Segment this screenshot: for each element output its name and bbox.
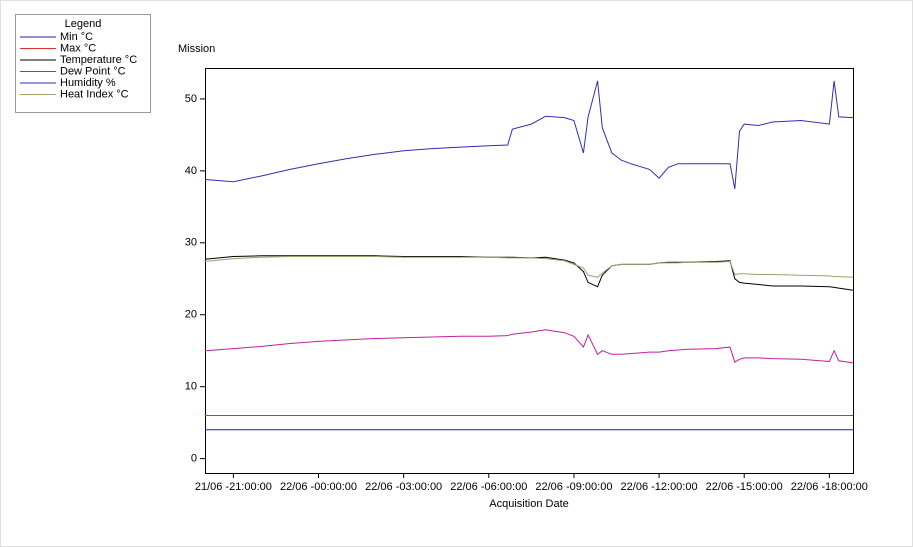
series-line [204, 329, 854, 364]
legend-label: Heat Index °C [60, 88, 129, 100]
legend-box [15, 14, 151, 113]
plot-frame [205, 68, 854, 474]
series-line [204, 80, 854, 189]
series-line [204, 255, 854, 291]
x-tick-label: 22/06 -15:00:00 [706, 481, 783, 493]
legend-label: Humidity % [60, 77, 116, 89]
y-tick-label: 20 [185, 309, 197, 321]
y-tick-label: 0 [191, 453, 197, 465]
x-tick-label: 22/06 -18:00:00 [791, 481, 868, 493]
x-tick-label: 22/06 -09:00:00 [535, 481, 612, 493]
legend-label: Max °C [60, 42, 96, 54]
x-tick-label: 22/06 -00:00:00 [280, 481, 357, 493]
y-tick-label: 30 [185, 237, 197, 249]
legend-label: Min °C [60, 31, 93, 43]
series-line [204, 256, 854, 278]
x-axis-label: Acquisition Date [489, 498, 569, 510]
x-tick-label: 22/06 -12:00:00 [621, 481, 698, 493]
y-tick-label: 40 [185, 165, 197, 177]
x-tick-label: 22/06 -03:00:00 [365, 481, 442, 493]
y-tick-label: 50 [185, 93, 197, 105]
chart-title: Mission [178, 43, 215, 55]
y-tick-label: 10 [185, 381, 197, 393]
legend-title: Legend [65, 18, 102, 30]
legend-label: Dew Point °C [60, 65, 126, 77]
x-tick-label: 21/06 -21:00:00 [195, 481, 272, 493]
x-tick-label: 22/06 -06:00:00 [450, 481, 527, 493]
legend-label: Temperature °C [60, 54, 137, 66]
